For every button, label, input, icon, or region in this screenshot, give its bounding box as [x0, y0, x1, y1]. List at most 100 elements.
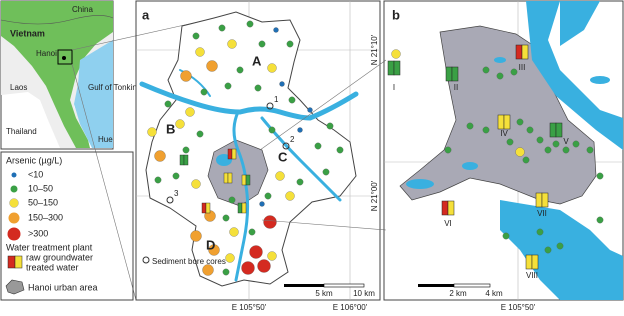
sample-point — [164, 100, 172, 108]
lake — [590, 76, 610, 84]
sample-point — [596, 172, 604, 180]
sample-point — [246, 20, 254, 28]
region-label: A — [252, 53, 262, 68]
sample-point — [562, 146, 570, 154]
sample-point — [273, 27, 279, 33]
plant-label: I — [393, 83, 395, 92]
sample-point — [259, 201, 265, 207]
sample-point — [147, 127, 157, 137]
sample-point — [192, 32, 200, 40]
legend-title: Arsenic (µg/L) — [6, 155, 62, 165]
panel-label: b — [392, 7, 400, 22]
sample-point — [482, 66, 490, 74]
plant-treated — [447, 200, 455, 216]
plant-raw — [223, 172, 229, 184]
legend-symbol — [14, 255, 23, 269]
plant-treated — [503, 114, 511, 130]
border — [0, 15, 114, 25]
plant-raw — [525, 254, 533, 270]
legend-label: 10–50 — [28, 183, 53, 193]
river — [560, 1, 600, 46]
lon-label: E 105°50' — [232, 303, 267, 312]
sample-point — [200, 88, 208, 96]
sample-point — [228, 196, 236, 204]
sample-point — [286, 40, 294, 48]
plant-raw — [237, 202, 243, 214]
scale-label: 4 km — [485, 289, 503, 298]
sample-point — [336, 146, 344, 154]
core-id: 1 — [274, 95, 279, 104]
core-label: Sediment bore cores — [152, 257, 226, 266]
legend-symbol — [9, 198, 19, 208]
plant-treated — [241, 202, 247, 214]
sample-point — [552, 140, 560, 148]
legend-label: treated water — [26, 262, 79, 272]
plant-treated — [541, 192, 549, 208]
label: Gulf of Tonkin — [88, 83, 137, 92]
region-label: C — [278, 149, 288, 164]
sample-point — [536, 228, 544, 236]
legend-label: Hanoi urban area — [28, 282, 98, 292]
sample-point — [258, 40, 266, 48]
sample-point — [275, 171, 285, 181]
sample-point — [241, 261, 255, 275]
sample-point — [586, 146, 594, 154]
sample-point — [257, 259, 271, 273]
panel-label: a — [142, 7, 150, 22]
sample-point — [267, 63, 277, 73]
core-id: 3 — [174, 189, 179, 198]
sample-point — [515, 147, 525, 157]
sample-point — [263, 215, 277, 229]
plant-label: II — [454, 83, 458, 92]
sea — [74, 40, 113, 148]
legend-symbol — [8, 212, 20, 224]
lake — [462, 162, 478, 170]
panel-frame — [135, 0, 381, 301]
sample-point — [522, 156, 530, 164]
sample-point — [572, 140, 580, 148]
plant-raw — [227, 148, 233, 160]
sample-point — [510, 68, 518, 76]
sample-point — [248, 228, 256, 236]
scale-label: 10 km — [353, 289, 375, 298]
sample-point — [229, 227, 239, 237]
core-id: 2 — [290, 135, 295, 144]
plant-label: VIII — [526, 271, 538, 280]
plant-raw — [549, 122, 557, 138]
sample-point — [596, 216, 604, 224]
plant-raw — [441, 200, 449, 216]
sample-point — [208, 244, 220, 256]
scale-bar — [453, 283, 491, 288]
legend: Arsenic (µg/L) <10 10–50 50–150 150–300 … — [0, 151, 134, 301]
plant-label: V — [563, 137, 569, 146]
sample-point — [444, 146, 452, 154]
core-symbol — [166, 196, 174, 204]
sample-point — [175, 119, 185, 129]
legend-symbol — [11, 172, 17, 178]
label: Thailand — [6, 127, 37, 136]
core-symbol — [142, 256, 150, 264]
sample-point — [279, 81, 285, 87]
region-label: B — [166, 121, 175, 136]
sample-point — [249, 245, 263, 259]
legend-label: raw groundwater — [26, 252, 93, 262]
plant-raw — [387, 60, 395, 76]
sample-point — [314, 142, 322, 150]
river — [500, 200, 623, 300]
sample-point — [466, 122, 474, 130]
sample-point — [268, 126, 276, 134]
sample-point — [218, 24, 226, 32]
sample-point — [154, 150, 166, 162]
sample-point — [185, 107, 195, 117]
scale-bar — [323, 283, 365, 288]
label: Hanoi — [36, 49, 57, 58]
sample-point — [296, 178, 304, 186]
sample-point — [267, 251, 277, 261]
sample-point — [180, 70, 192, 82]
plant-treated — [521, 44, 529, 60]
lake — [406, 179, 434, 189]
sample-point — [224, 82, 232, 90]
connector — [261, 219, 387, 231]
hanoi-dot — [62, 56, 66, 60]
